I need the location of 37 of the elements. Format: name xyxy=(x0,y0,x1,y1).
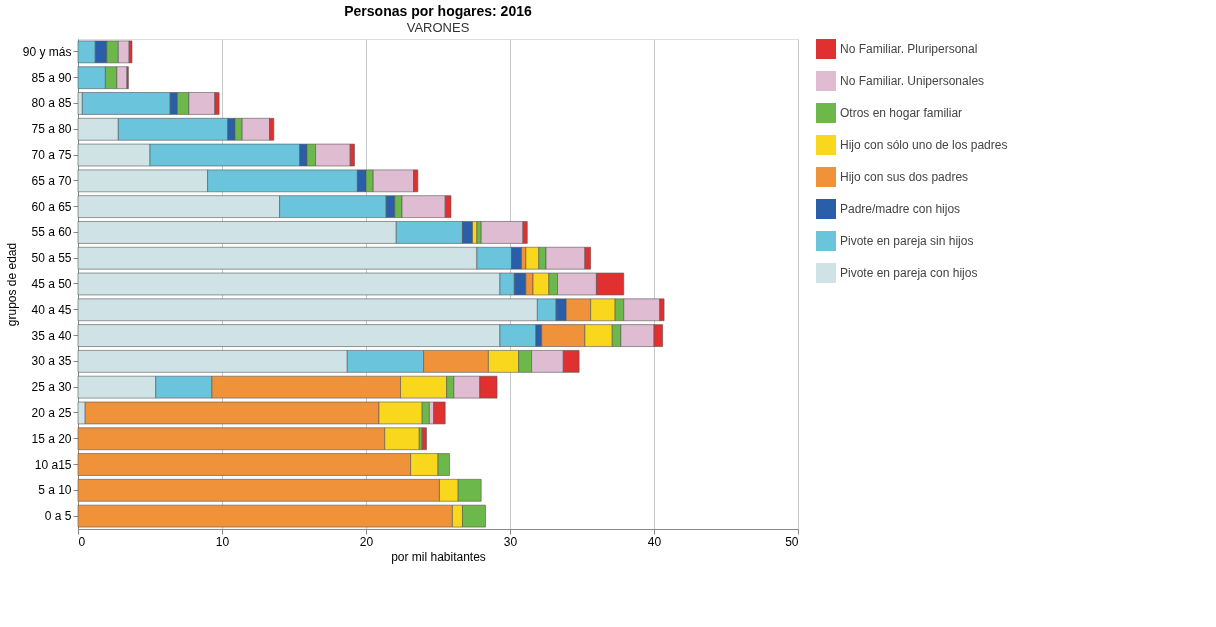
x-tick-label: 10 xyxy=(215,534,230,549)
y-tick-label: 25 a 30 xyxy=(31,380,72,395)
y-tick-label: 5 a 10 xyxy=(38,483,72,498)
x-tick-label: 30 xyxy=(503,534,518,549)
y-tick-label: 65 a 70 xyxy=(31,173,72,188)
legend-label: Pivote en pareja sin hijos xyxy=(840,234,974,248)
y-tick-label: 55 a 60 xyxy=(31,225,72,240)
legend-label: No Familiar. Unipersonales xyxy=(840,74,985,88)
y-tick-label: 90 y más xyxy=(22,44,72,59)
legend-label: No Familiar. Pluripersonal xyxy=(840,42,978,56)
legend-label: Hijo con sus dos padres xyxy=(840,170,969,184)
y-tick-label: 35 a 40 xyxy=(31,328,72,343)
legend-label: Pivote en pareja con hijos xyxy=(840,266,978,280)
y-tick-label: 20 a 25 xyxy=(31,405,72,420)
y-tick-label: 70 a 75 xyxy=(31,148,72,163)
x-tick-label: 50 xyxy=(785,534,799,549)
x-tick-label: 0 xyxy=(78,534,86,549)
y-tick-label: 50 a 55 xyxy=(31,251,72,266)
chart-title: Personas por hogares: 2016 xyxy=(344,3,532,19)
y-tick-label: 30 a 35 xyxy=(31,354,72,369)
y-tick-label: 85 a 90 xyxy=(31,70,72,85)
y-tick-label: 0 a 5 xyxy=(44,509,72,524)
y-tick-label: 75 a 80 xyxy=(31,122,72,137)
y-tick-label: 15 a 20 xyxy=(31,431,72,446)
chart-subtitle: VARONES xyxy=(406,20,470,35)
legend-label: Otros en hogar familiar xyxy=(840,106,963,120)
y-axis-title: grupos de edad xyxy=(4,242,19,327)
x-axis-title: por mil habitantes xyxy=(391,549,486,564)
y-tick-label: 80 a 85 xyxy=(31,96,72,111)
legend-label: Hijo con sólo uno de los padres xyxy=(840,138,1008,152)
y-tick-label: 10 a15 xyxy=(34,457,72,472)
y-tick-label: 40 a 45 xyxy=(31,302,72,317)
legend-label: Padre/madre con hijos xyxy=(840,202,961,216)
y-tick-label: 45 a 50 xyxy=(31,277,72,291)
y-tick-label: 60 a 65 xyxy=(31,199,72,214)
x-tick-label: 40 xyxy=(647,534,662,549)
x-tick-label: 20 xyxy=(359,534,374,549)
